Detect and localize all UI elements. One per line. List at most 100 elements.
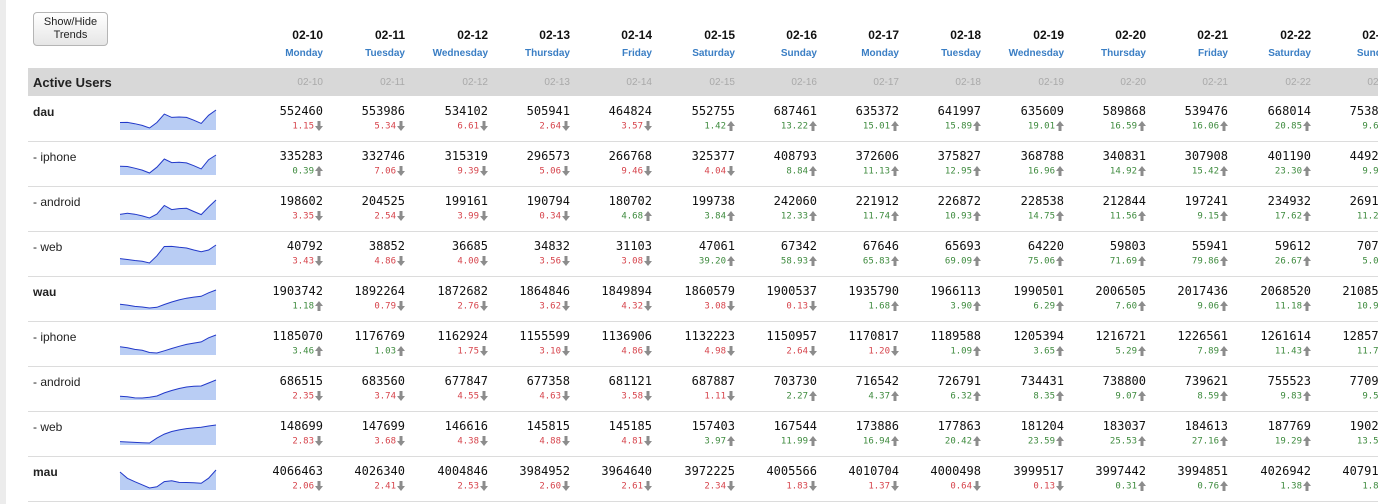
- metric-value: 157403: [691, 419, 735, 433]
- arrow-up-icon: [891, 436, 899, 446]
- section-date: 02-20: [1120, 77, 1146, 88]
- percent-change-value: 2.60: [539, 481, 561, 492]
- percent-change: 4.37: [819, 391, 899, 403]
- metric-value: 40792: [286, 239, 323, 253]
- metric-cell: 340831 14.92: [1066, 149, 1146, 178]
- header-weekday-link[interactable]: Tuesday: [365, 48, 405, 59]
- percent-change-value: 1.20: [868, 346, 890, 357]
- arrow-up-icon: [644, 211, 652, 221]
- arrow-down-icon: [727, 391, 735, 401]
- percent-change: 26.67: [1231, 256, 1311, 268]
- date-header: 02-13 Thursday: [490, 28, 570, 61]
- arrow-up-icon: [1220, 121, 1228, 131]
- metric-value: 67646: [862, 239, 899, 253]
- percent-change: 4.86: [572, 346, 652, 358]
- header-weekday-link[interactable]: Saturday: [1268, 48, 1311, 59]
- metric-value: 70729: [1356, 239, 1378, 253]
- metric-cell: 726791 6.32: [901, 374, 981, 403]
- arrow-down-icon: [397, 166, 405, 176]
- percent-change: 2.64: [737, 346, 817, 358]
- header-weekday-link[interactable]: Monday: [285, 48, 323, 59]
- sparkline-line: [119, 334, 217, 354]
- arrow-up-icon: [1303, 166, 1311, 176]
- metric-cell: 64220 75.06: [984, 239, 1064, 268]
- metric-cell: 181204 23.59: [984, 419, 1064, 448]
- arrow-down-icon: [562, 346, 570, 356]
- percent-change-value: 2.41: [374, 481, 396, 492]
- arrow-up-icon: [891, 301, 899, 311]
- metric-value: 307908: [1184, 149, 1228, 163]
- header-weekday-link[interactable]: Sunday: [780, 48, 817, 59]
- percent-change-value: 3.90: [950, 301, 972, 312]
- arrow-down-icon: [727, 481, 735, 491]
- percent-change-value: 11.71: [1356, 346, 1378, 357]
- metric-label: mau: [33, 465, 58, 479]
- percent-change-value: 1.75: [457, 346, 479, 357]
- percent-change-value: 4.38: [457, 436, 479, 447]
- metric-value: 635609: [1020, 104, 1064, 118]
- metric-row-web: - web 148699 2.83 147699 3.68 146616 4.38 14581…: [28, 411, 1378, 457]
- percent-change-value: 6.61: [457, 121, 479, 132]
- metric-cell: 38852 4.86: [325, 239, 405, 268]
- metric-cell: 296573 5.06: [490, 149, 570, 178]
- metric-value: 2068520: [1260, 284, 1311, 298]
- percent-change-value: 1.09: [950, 346, 972, 357]
- metric-cell: 226872 10.93: [901, 194, 981, 223]
- header-date: 02-20: [1115, 28, 1146, 42]
- percent-change-value: 11.13: [862, 166, 890, 177]
- percent-change: 39.20: [655, 256, 735, 268]
- header-weekday-link[interactable]: Tuesday: [941, 48, 981, 59]
- percent-change-value: 4.86: [621, 346, 643, 357]
- percent-change: 16.59: [1066, 121, 1146, 133]
- header-weekday-link[interactable]: Monday: [861, 48, 899, 59]
- percent-change-value: 0.13: [1033, 481, 1055, 492]
- trend-sparkline: [119, 199, 217, 220]
- metric-cell: 228538 14.75: [984, 194, 1064, 223]
- arrow-up-icon: [973, 211, 981, 221]
- metric-cell: 325377 4.04: [655, 149, 735, 178]
- arrow-down-icon: [727, 346, 735, 356]
- header-weekday-link[interactable]: Friday: [621, 48, 652, 59]
- section-date: 02-15: [709, 77, 735, 88]
- metric-value: 668014: [1267, 104, 1311, 118]
- percent-change: 1.83: [737, 481, 817, 493]
- arrow-down-icon: [644, 166, 652, 176]
- header-weekday-link[interactable]: Friday: [1197, 48, 1228, 59]
- percent-change-value: 6.29: [1033, 301, 1055, 312]
- header-weekday-link[interactable]: Wednesday: [432, 48, 488, 59]
- header-date: 02-12: [457, 28, 488, 42]
- header-weekday-link[interactable]: Wednesday: [1008, 48, 1064, 59]
- percent-change: 2.76: [408, 301, 488, 313]
- arrow-up-icon: [1303, 211, 1311, 221]
- arrow-down-icon: [562, 301, 570, 311]
- date-header: 02-15 Saturday: [655, 28, 735, 61]
- header-weekday-link[interactable]: Thursday: [524, 48, 570, 59]
- header-weekday-link[interactable]: Thursday: [1100, 48, 1146, 59]
- header-date: 02-19: [1033, 28, 1064, 42]
- arrow-up-icon: [1220, 166, 1228, 176]
- percent-change-value: 3.46: [292, 346, 314, 357]
- metric-value: 635372: [855, 104, 899, 118]
- percent-change: 11.56: [1066, 211, 1146, 223]
- percent-change: 2.61: [572, 481, 652, 493]
- arrow-up-icon: [1220, 211, 1228, 221]
- metric-value: 464824: [608, 104, 652, 118]
- date-header: 02-18 Tuesday: [901, 28, 981, 61]
- header-weekday-link[interactable]: Sunday: [1356, 48, 1378, 59]
- percent-change: 0.34: [490, 211, 570, 223]
- metric-value: 187769: [1267, 419, 1311, 433]
- section-date: 02-23: [1367, 77, 1378, 88]
- percent-change-value: 4.98: [704, 346, 726, 357]
- header-weekday-link[interactable]: Saturday: [692, 48, 735, 59]
- metric-cell: 1864846 3.62: [490, 284, 570, 313]
- percent-change-value: 2.54: [374, 211, 396, 222]
- metric-cell: 4010704 1.37: [819, 464, 899, 493]
- show-hide-trends-button[interactable]: Show/Hide Trends: [33, 12, 108, 46]
- metric-value: 683560: [361, 374, 405, 388]
- arrow-up-icon: [727, 211, 735, 221]
- percent-change-value: 2.61: [621, 481, 643, 492]
- percent-change: 5.06: [490, 166, 570, 178]
- percent-change: 1.75: [408, 346, 488, 358]
- percent-change: 14.92: [1066, 166, 1146, 178]
- percent-change: 3.84: [655, 211, 735, 223]
